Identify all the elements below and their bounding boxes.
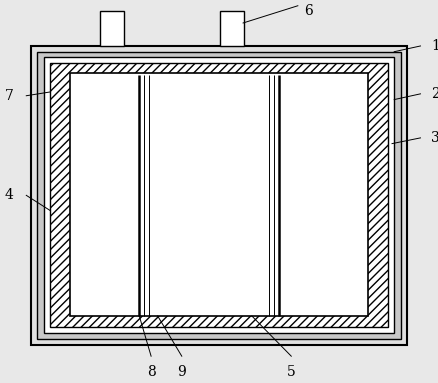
Bar	[31, 46, 407, 345]
Text: 1: 1	[431, 39, 438, 53]
Bar	[50, 63, 388, 327]
Bar	[37, 52, 401, 339]
Text: 3: 3	[431, 131, 438, 145]
Bar	[220, 11, 244, 46]
Text: 5: 5	[287, 365, 296, 379]
Text: 8: 8	[147, 365, 155, 379]
Text: 2: 2	[431, 87, 438, 101]
Bar	[70, 73, 368, 316]
Bar	[44, 57, 394, 333]
Text: 7: 7	[4, 89, 13, 103]
Text: 9: 9	[177, 365, 186, 379]
Text: 4: 4	[4, 188, 13, 202]
Bar	[100, 11, 124, 46]
Text: 6: 6	[304, 4, 313, 18]
